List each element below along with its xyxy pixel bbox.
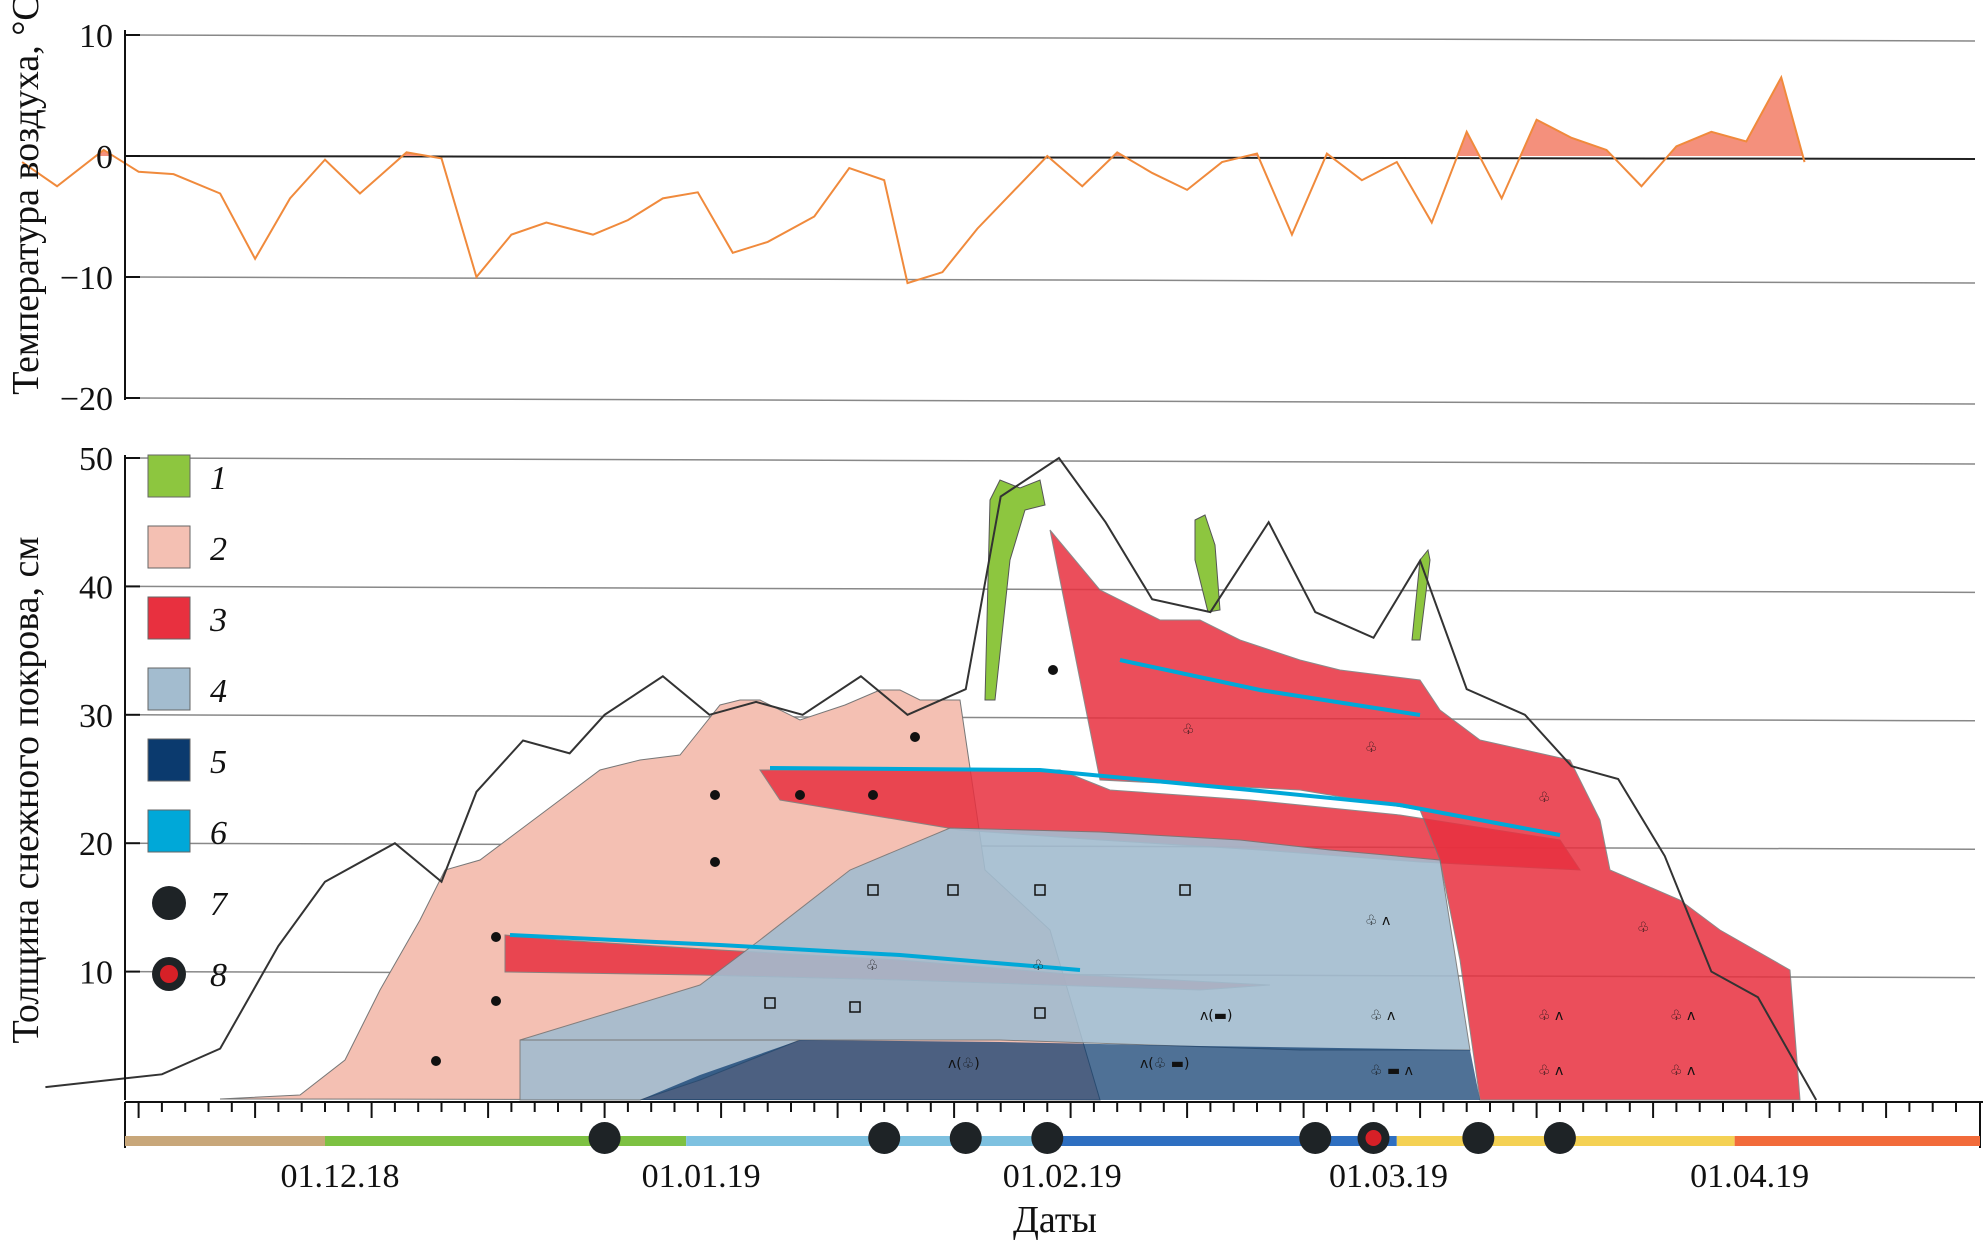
snow-gridline — [129, 457, 1976, 465]
legend-label-4: 4 — [210, 673, 227, 710]
positive-temperature-area — [1457, 131, 1480, 156]
snow-axis-title: Толщина снежного покрова, см — [5, 537, 47, 1044]
layer-6-crust-b — [769, 766, 1561, 837]
temperature-panel: 10 0 −10 −20 Температура воздуха, °C — [5, 0, 1976, 418]
svg-text:♧ ʌ: ♧ ʌ — [1538, 1008, 1563, 1024]
snow-gridline — [129, 585, 1976, 594]
date-tick-labels: 01.12.18 01.01.19 01.02.19 01.03.19 01.04.19 — [281, 1158, 1810, 1195]
svg-text:♧: ♧ — [1182, 722, 1195, 738]
svg-text:♧ ▬ ʌ: ♧ ▬ ʌ — [1370, 1063, 1413, 1079]
period-segment — [1734, 1136, 1980, 1146]
svg-text:ʌ(♧): ʌ(♧) — [948, 1056, 980, 1072]
svg-text:ʌ(♧ ▬): ʌ(♧ ▬) — [1140, 1056, 1189, 1072]
temperature-tick-label: 0 — [96, 139, 113, 176]
observation-marker — [1543, 1122, 1576, 1154]
temperature-positive-fill — [95, 77, 1803, 156]
legend-swatch-3 — [147, 596, 191, 640]
legend-label-5: 5 — [210, 744, 227, 781]
svg-text:♧ ʌ: ♧ ʌ — [1365, 913, 1390, 929]
date-tick-label: 01.02.19 — [1003, 1158, 1122, 1195]
legend-swatch-2 — [147, 525, 191, 569]
svg-text:♧: ♧ — [1538, 790, 1551, 806]
temperature-axis-title: Температура воздуха, °C — [5, 0, 47, 395]
date-tick-label: 01.12.18 — [281, 1158, 400, 1195]
svg-text:ʌ(▬): ʌ(▬) — [1200, 1008, 1232, 1024]
snow-tick-label: 30 — [79, 698, 113, 735]
legend-swatch-6 — [147, 809, 191, 853]
temperature-gridlines — [129, 34, 1976, 405]
legend-marker-7 — [152, 886, 186, 920]
date-tick-label: 01.01.19 — [642, 1158, 761, 1195]
date-axis-ticks — [137, 1102, 1957, 1118]
legend-label-3: 3 — [209, 602, 227, 639]
observation-marker — [868, 1122, 901, 1154]
svg-text:♧: ♧ — [866, 958, 879, 974]
grain-symbols: ♧ ʌ ♧ ʌ ♧ ʌ ♧ ʌ ♧ ʌ ♧ ʌ ♧ ♧ ♧ ♧ ♧ ♧ ʌ(♧)… — [431, 665, 1695, 1079]
snow-gridline — [129, 714, 1976, 722]
layer-1-new-snow — [984, 479, 1046, 701]
positive-temperature-area — [1667, 77, 1803, 156]
layer-6-crust-c — [1119, 658, 1421, 717]
snow-panel: ♧ ʌ ♧ ʌ ♧ ʌ ♧ ʌ ♧ ʌ ♧ ʌ ♧ ♧ ♧ ♧ ♧ ♧ ʌ(♧)… — [5, 441, 1983, 1241]
observation-marker — [1462, 1122, 1495, 1154]
legend-label-8: 8 — [210, 957, 227, 994]
layer-6-crust-a — [509, 933, 1081, 972]
legend-swatch-4 — [147, 667, 191, 711]
period-segment — [125, 1136, 325, 1146]
temperature-gridline — [129, 155, 1976, 160]
svg-text:♧ ʌ: ♧ ʌ — [1670, 1063, 1695, 1079]
temperature-gridline — [129, 397, 1976, 405]
legend-label-2: 2 — [210, 531, 227, 568]
date-tick-label: 01.03.19 — [1329, 1158, 1448, 1195]
svg-text:♧ ʌ: ♧ ʌ — [1670, 1008, 1695, 1024]
temperature-gridline — [129, 34, 1976, 42]
positive-temperature-area — [1520, 119, 1613, 156]
snow-depth-line — [45, 456, 1818, 1101]
snow-tick-label: 40 — [79, 569, 113, 606]
legend: 1 2 3 4 5 6 7 8 — [147, 454, 229, 994]
legend-label-6: 6 — [210, 815, 227, 852]
svg-text:♧: ♧ — [1032, 958, 1045, 974]
layer-4-body — [519, 827, 1471, 1051]
layer-5-depth-hoar — [640, 1040, 1480, 1100]
period-segment — [686, 1136, 1048, 1146]
observation-marker — [1031, 1122, 1064, 1154]
temperature-tick-label: 10 — [79, 18, 113, 55]
snow-tick-label: 10 — [79, 955, 113, 992]
legend-marker-8-core — [160, 965, 178, 983]
legend-label-7: 7 — [210, 886, 229, 923]
temperature-gridline — [129, 276, 1976, 284]
svg-text:♧ ʌ: ♧ ʌ — [1538, 1063, 1563, 1079]
temperature-tick-label: −10 — [60, 260, 113, 297]
temperature-axis-ticks: 10 0 −10 −20 — [60, 18, 140, 418]
svg-text:♧: ♧ — [1365, 740, 1378, 756]
positive-temperature-area — [95, 149, 114, 156]
svg-text:♧ ʌ: ♧ ʌ — [1370, 1008, 1395, 1024]
observation-markers — [588, 1122, 1576, 1154]
observation-marker — [949, 1122, 982, 1154]
observation-marker — [1299, 1122, 1332, 1154]
period-segment — [325, 1136, 687, 1146]
date-tick-label: 01.04.19 — [1690, 1158, 1809, 1195]
svg-text:♧: ♧ — [1637, 920, 1650, 936]
temperature-tick-label: −20 — [60, 381, 113, 418]
layer-1-new-snow-b — [1194, 514, 1221, 613]
legend-swatch-1 — [147, 454, 191, 498]
observation-marker — [588, 1122, 621, 1154]
layer-1-new-snow-c — [1411, 548, 1431, 641]
snow-tick-label: 50 — [79, 441, 113, 478]
snow-axis-ticks: 50 40 30 20 10 — [79, 441, 140, 992]
layer-3-thick — [1049, 529, 1801, 1101]
observation-marker-type8-core — [1365, 1130, 1382, 1146]
snow-tick-label: 20 — [79, 826, 113, 863]
legend-label-1: 1 — [210, 460, 227, 497]
snow-stratigraphy — [219, 479, 1801, 1101]
temperature-series-line — [21, 74, 1806, 285]
period-segment — [1047, 1136, 1397, 1146]
date-axis-title: Даты — [1013, 1199, 1097, 1241]
legend-swatch-5 — [147, 738, 191, 782]
